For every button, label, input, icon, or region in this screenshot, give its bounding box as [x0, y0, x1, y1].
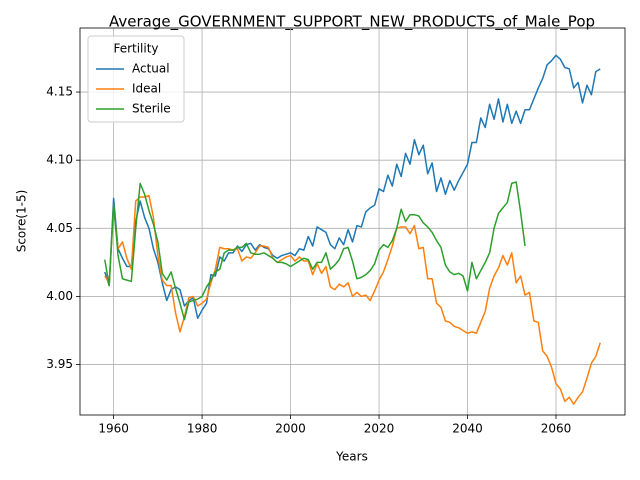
legend-title: Fertility: [113, 42, 158, 56]
x-tick-label: 2060: [541, 422, 572, 436]
legend-label: Ideal: [132, 82, 161, 96]
legend: Fertility Actual Ideal Sterile: [87, 35, 185, 123]
y-tick-label: 4.10: [46, 153, 73, 167]
legend-box: [87, 35, 185, 123]
axes-frame: [79, 27, 626, 416]
data-line: [104, 181, 526, 321]
x-tick-label: 2000: [275, 422, 306, 436]
y-tick-label: 4.15: [46, 85, 73, 99]
x-tick-label: 2020: [364, 422, 395, 436]
x-tick-label: 1960: [98, 422, 129, 436]
y-tick-label: 3.95: [46, 357, 73, 371]
x-axis-label: Years: [335, 450, 368, 464]
legend-label: Actual: [132, 62, 170, 76]
y-axis-label: Score(1-5): [15, 190, 29, 253]
chart-title: Average_GOVERNMENT_SUPPORT_NEW_PRODUCTS_…: [109, 13, 595, 32]
y-tick-label: 4.00: [46, 289, 73, 303]
legend-label: Sterile: [132, 102, 171, 116]
data-line: [104, 194, 601, 405]
y-tick-label: 4.05: [46, 221, 73, 235]
x-tick-label: 1980: [187, 422, 218, 436]
x-tick-label: 2040: [452, 422, 483, 436]
